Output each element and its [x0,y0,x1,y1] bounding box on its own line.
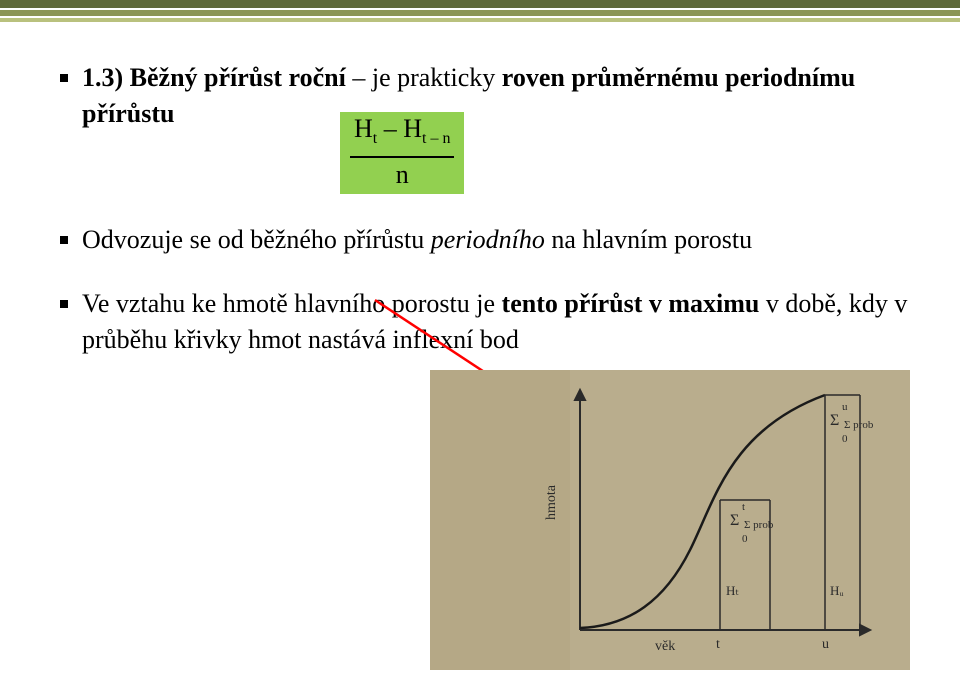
fig-sum-t: Σ prob [744,519,774,531]
bullet-3: Ve vztahu ke hmotě hlavního porostu je t… [60,286,920,358]
formula-denominator: n [350,158,454,190]
b3-bold: tento přírůst v maximu [502,289,760,318]
bullet-2: Odvozuje se od běžného přírůstu periodní… [60,222,920,258]
decor-bar-2 [0,10,960,16]
b3-pre: Ve vztahu ke hmotě hlavního porostu je [82,289,502,318]
decor-bar-1 [0,0,960,8]
bullet-dot [60,236,68,244]
bullet-1: 1.3) Běžný přírůst roční – je prakticky … [60,60,920,132]
formula-numerator: Ht – Ht – n [350,114,454,158]
bullet-1-text: 1.3) Běžný přírůst roční – je prakticky … [82,60,920,132]
formula-box: Ht – Ht – n n [340,112,464,194]
sigma-icon: Σ [730,512,739,529]
b1-mid: – je prakticky [346,63,502,92]
fig-sum-u-top: u [842,401,848,413]
fig-sum-t-top: t [742,501,745,513]
fig-sum-u-bot: 0 [842,433,848,445]
bullet-2-text: Odvozuje se od běžného přírůstu periodní… [82,222,752,258]
b2-post: na hlavním porostu [545,225,752,254]
b2-ital: periodního [431,225,545,254]
fig-Ht: Hₜ [726,583,739,598]
bullet-dot [60,74,68,82]
bullet-3-text: Ve vztahu ke hmotě hlavního porostu je t… [82,286,920,358]
decor-bar-3 [0,18,960,22]
fig-t: t [716,637,720,652]
b1-lead: 1.3) Běžný přírůst roční [82,63,346,92]
fig-ylabel: hmota [544,484,559,520]
sigma-icon: Σ [830,412,839,429]
bullet-dot [60,300,68,308]
growth-curve-figure: hmota věk t u Hₜ Hᵤ t Σ Σ prob 0 u Σ Σ p… [430,370,910,670]
fig-sum-t-bot: 0 [742,533,748,545]
content-area: 1.3) Běžný přírůst roční – je prakticky … [60,60,920,368]
fig-xlabel: věk [655,639,675,654]
b2-pre: Odvozuje se od běžného přírůstu [82,225,431,254]
fig-u: u [822,637,829,652]
fig-Hu: Hᵤ [830,583,844,598]
fig-sum-u: Σ prob [844,419,874,431]
